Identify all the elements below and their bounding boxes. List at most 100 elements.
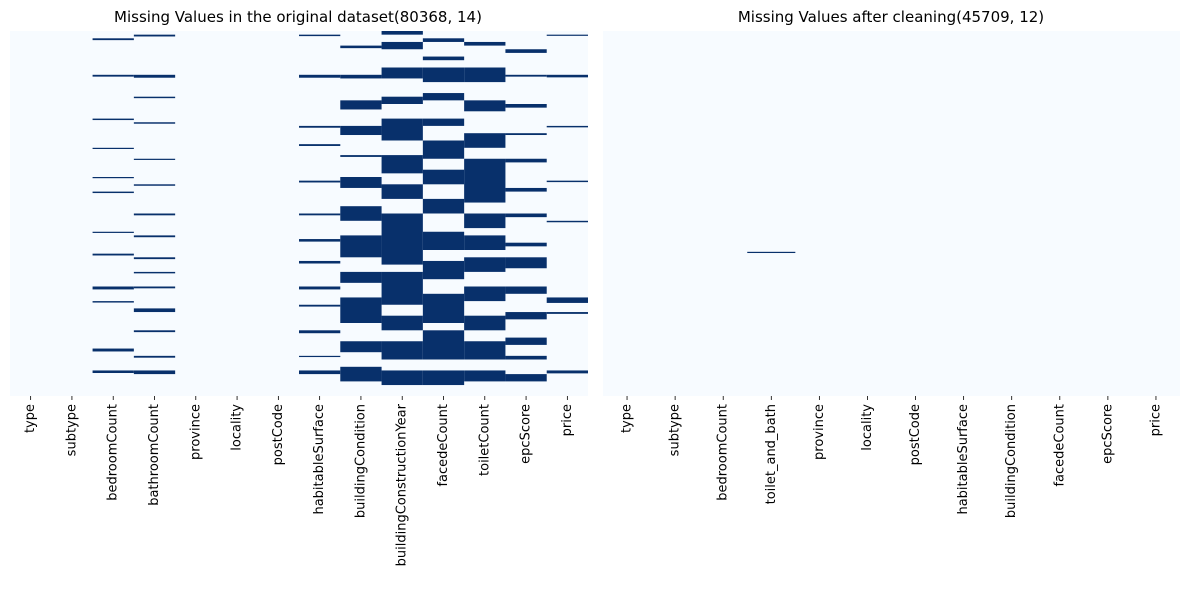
missing-band-habitableSurface-11 bbox=[299, 355, 341, 358]
x-tick-label-bedroomCount: bedroomCount bbox=[106, 404, 121, 501]
missing-band-toiletCount-11 bbox=[464, 341, 506, 360]
missing-band-toiletCount-12 bbox=[464, 370, 506, 382]
missing-band-toiletCount-2 bbox=[464, 100, 506, 112]
missing-band-habitableSurface-1 bbox=[299, 74, 341, 78]
missing-band-facedeCount-2 bbox=[422, 67, 465, 83]
x-tick-label-toiletCount: toiletCount bbox=[477, 404, 492, 476]
missing-band-facedeCount-1 bbox=[422, 56, 465, 61]
missing-band-buildingConstructionYear-5 bbox=[381, 155, 423, 174]
missing-band-epcScore-9 bbox=[505, 286, 547, 294]
missing-band-bedroomCount-7 bbox=[92, 253, 134, 256]
missing-band-facedeCount-3 bbox=[422, 93, 465, 101]
missing-band-facedeCount-0 bbox=[422, 38, 465, 42]
missing-band-facedeCount-12 bbox=[422, 370, 465, 386]
x-tick-label-type: type bbox=[620, 404, 635, 433]
x-tick-label-buildingConstructionYear: buildingConstructionYear bbox=[395, 403, 410, 566]
missing-band-toiletCount-10 bbox=[464, 315, 506, 331]
missing-band-price-5 bbox=[546, 297, 588, 303]
missing-band-habitableSurface-10 bbox=[299, 330, 341, 334]
missing-band-epcScore-11 bbox=[505, 337, 547, 345]
missing-band-buildingCondition-0 bbox=[340, 45, 382, 49]
heatmap-background-cleaned bbox=[603, 31, 1180, 396]
missing-band-facedeCount-10 bbox=[422, 293, 465, 323]
missing-band-toiletCount-5 bbox=[464, 177, 506, 203]
missing-bands-cleaned bbox=[747, 251, 796, 254]
missing-band-price-4 bbox=[546, 220, 588, 223]
missing-band-bedroomCount-5 bbox=[92, 191, 134, 194]
missing-band-buildingConstructionYear-1 bbox=[381, 41, 423, 50]
missing-band-bedroomCount-1 bbox=[92, 74, 134, 77]
chart-title-original: Missing Values in the original dataset(8… bbox=[114, 8, 482, 26]
missing-band-toiletCount-1 bbox=[464, 67, 506, 83]
missing-band-buildingCondition-11 bbox=[340, 366, 382, 382]
missing-band-epcScore-8 bbox=[505, 257, 547, 269]
missing-band-epcScore-0 bbox=[505, 49, 547, 53]
missing-band-habitableSurface-5 bbox=[299, 213, 341, 216]
missing-band-toiletCount-6 bbox=[464, 213, 506, 229]
missing-band-facedeCount-11 bbox=[422, 330, 465, 360]
missing-band-epcScore-4 bbox=[505, 158, 547, 163]
missing-band-facedeCount-4 bbox=[422, 118, 465, 126]
x-tick-labels-original: type subtype bedroomCount bathroomCount prov… bbox=[23, 396, 575, 566]
missing-band-epcScore-12 bbox=[505, 355, 547, 360]
missing-band-bathroomCount-7 bbox=[133, 235, 176, 238]
x-tick-label-epcScore: epcScore bbox=[1100, 404, 1115, 464]
x-tick-labels-cleaned: type subtype bedroomCount toilet_and_bath pr… bbox=[620, 396, 1163, 518]
missing-band-price-3 bbox=[546, 180, 588, 183]
missing-band-epcScore-2 bbox=[505, 104, 547, 108]
missing-band-bathroomCount-14 bbox=[133, 370, 176, 375]
x-tick-label-toilet_and_bath: toilet_and_bath bbox=[764, 404, 779, 504]
missing-band-bedroomCount-4 bbox=[92, 177, 134, 179]
missing-band-buildingCondition-8 bbox=[340, 271, 382, 283]
missing-band-buildingConstructionYear-6 bbox=[381, 184, 423, 199]
missing-band-buildingCondition-10 bbox=[340, 341, 382, 353]
missing-band-bathroomCount-11 bbox=[133, 308, 176, 313]
x-tick-label-subtype: subtype bbox=[64, 404, 79, 456]
missing-band-habitableSurface-7 bbox=[299, 260, 341, 264]
x-tick-label-locality: locality bbox=[860, 404, 875, 451]
x-tick-label-facedeCount: facedeCount bbox=[436, 404, 451, 487]
missing-band-toiletCount-8 bbox=[464, 257, 506, 272]
missing-band-epcScore-13 bbox=[505, 374, 547, 382]
x-tick-label-buildingCondition: buildingCondition bbox=[1004, 404, 1019, 518]
missing-band-bathroomCount-6 bbox=[133, 213, 176, 216]
missing-band-epcScore-7 bbox=[505, 242, 547, 247]
missing-band-bedroomCount-3 bbox=[92, 147, 134, 149]
missing-band-buildingConstructionYear-3 bbox=[381, 96, 423, 104]
missing-band-facedeCount-8 bbox=[422, 231, 465, 250]
missing-band-epcScore-6 bbox=[505, 213, 547, 218]
missing-bands-original bbox=[92, 31, 588, 386]
heatmap-original: Missing Values in the original dataset(8… bbox=[10, 8, 588, 566]
missing-band-bathroomCount-12 bbox=[133, 330, 176, 333]
missing-band-price-1 bbox=[546, 74, 588, 78]
x-tick-label-bedroomCount: bedroomCount bbox=[716, 404, 731, 501]
missing-band-bathroomCount-5 bbox=[133, 184, 176, 186]
x-tick-label-habitableSurface: habitableSurface bbox=[956, 404, 971, 515]
missing-band-toiletCount-9 bbox=[464, 286, 506, 302]
missing-band-buildingCondition-2 bbox=[340, 100, 382, 110]
missing-band-bedroomCount-10 bbox=[92, 348, 134, 352]
missing-band-bathroomCount-10 bbox=[133, 286, 176, 289]
missing-band-price-6 bbox=[546, 312, 588, 314]
missing-band-bedroomCount-6 bbox=[92, 231, 134, 233]
missing-band-bathroomCount-4 bbox=[133, 158, 176, 160]
missing-band-habitableSurface-0 bbox=[299, 34, 341, 37]
missing-band-facedeCount-9 bbox=[422, 260, 465, 280]
missing-band-bedroomCount-2 bbox=[92, 118, 134, 121]
x-tick-label-buildingCondition: buildingCondition bbox=[353, 404, 368, 518]
missing-band-habitableSurface-3 bbox=[299, 144, 341, 146]
missing-band-bedroomCount-11 bbox=[92, 370, 134, 374]
missing-band-facedeCount-5 bbox=[422, 140, 465, 159]
missing-band-bathroomCount-9 bbox=[133, 271, 176, 274]
chart-title-cleaned: Missing Values after cleaning(45709, 12) bbox=[738, 8, 1044, 26]
missing-band-buildingCondition-9 bbox=[340, 297, 382, 323]
missing-band-buildingCondition-1 bbox=[340, 74, 382, 79]
x-tick-label-bathroomCount: bathroomCount bbox=[147, 404, 162, 506]
missing-band-habitableSurface-4 bbox=[299, 180, 341, 183]
missing-band-habitableSurface-8 bbox=[299, 286, 341, 290]
missing-band-bathroomCount-1 bbox=[133, 74, 176, 78]
missing-band-buildingConstructionYear-8 bbox=[381, 271, 423, 305]
missing-band-price-2 bbox=[546, 125, 588, 128]
missing-band-toilet_and_bath-0 bbox=[747, 251, 796, 254]
